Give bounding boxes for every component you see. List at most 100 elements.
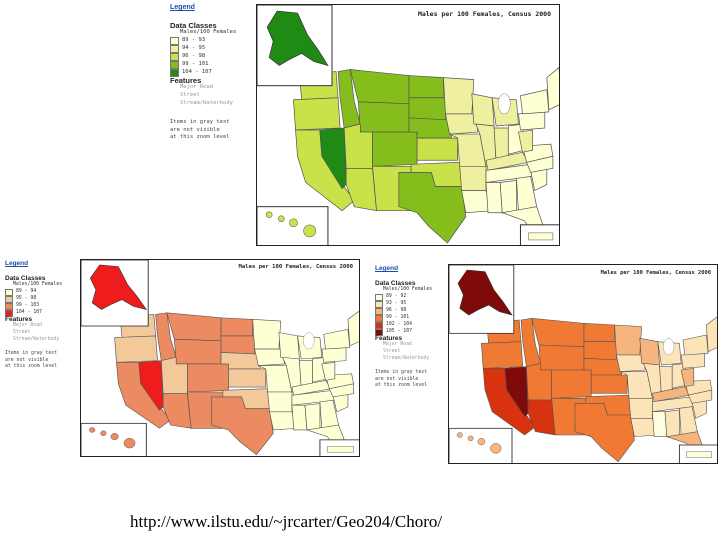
state-ia[interactable] bbox=[616, 354, 646, 372]
data-class-row: 99 - 101 bbox=[170, 60, 258, 69]
data-classes-unit: Males/100 Females bbox=[180, 29, 237, 36]
state-wy[interactable] bbox=[538, 344, 585, 371]
hawaii-island[interactable] bbox=[490, 443, 502, 454]
state-nd[interactable] bbox=[408, 75, 444, 99]
feature-major-road: Major Road bbox=[13, 323, 42, 329]
hawaii-island[interactable] bbox=[278, 215, 285, 223]
state-ak[interactable] bbox=[457, 269, 513, 316]
state-sd[interactable] bbox=[220, 335, 255, 355]
hawaii-island[interactable] bbox=[467, 435, 474, 442]
state-ks[interactable] bbox=[228, 368, 267, 388]
legend-link[interactable]: Legend bbox=[170, 4, 195, 11]
state-tx[interactable] bbox=[574, 403, 635, 463]
hawaii-island[interactable] bbox=[477, 438, 486, 446]
state-nv[interactable] bbox=[504, 366, 529, 418]
state-ks[interactable] bbox=[416, 137, 458, 161]
state-az[interactable] bbox=[345, 167, 377, 212]
state-ms[interactable] bbox=[291, 404, 308, 431]
state-al[interactable] bbox=[499, 180, 517, 214]
state-wi[interactable] bbox=[471, 93, 495, 127]
zoom-note-line-1: Items in gray text bbox=[375, 370, 427, 376]
state-nd[interactable] bbox=[220, 317, 254, 337]
hawaii-island[interactable] bbox=[303, 224, 317, 238]
state-ny[interactable] bbox=[323, 328, 351, 350]
state-ak[interactable] bbox=[89, 264, 148, 310]
state-wv[interactable] bbox=[518, 129, 533, 153]
class-label: 104 - 107 bbox=[16, 309, 42, 315]
territory-pr[interactable] bbox=[686, 451, 713, 458]
hawaii-island[interactable] bbox=[265, 211, 273, 219]
hawaii-island[interactable] bbox=[110, 433, 119, 441]
state-pa[interactable] bbox=[680, 353, 705, 369]
territory-pr[interactable] bbox=[528, 232, 554, 241]
feature-street: Street bbox=[13, 329, 31, 335]
choropleth-map-1[interactable]: Males per 100 Females, Census 2000 bbox=[256, 4, 560, 246]
state-nd[interactable] bbox=[583, 323, 615, 342]
state-ny[interactable] bbox=[520, 89, 550, 115]
state-tx[interactable] bbox=[398, 172, 467, 244]
class-swatch bbox=[375, 314, 383, 322]
state-nv[interactable] bbox=[138, 360, 164, 411]
state-ar[interactable] bbox=[267, 391, 293, 413]
state-ms[interactable] bbox=[485, 182, 503, 214]
state-pa[interactable] bbox=[321, 347, 347, 363]
state-wy[interactable] bbox=[357, 101, 410, 133]
legend-link[interactable]: Legend bbox=[5, 260, 29, 267]
map-panel-1: Legend Data Classes Males/100 Females 89… bbox=[160, 0, 560, 246]
state-or[interactable] bbox=[481, 341, 524, 369]
state-az[interactable] bbox=[527, 399, 556, 436]
state-tx[interactable] bbox=[211, 396, 274, 456]
zoom-note-line-3: at this zoom level bbox=[5, 364, 57, 370]
state-or[interactable] bbox=[114, 335, 158, 363]
state-wv[interactable] bbox=[680, 367, 695, 388]
state-sd[interactable] bbox=[408, 97, 446, 121]
territory-pr[interactable] bbox=[327, 446, 354, 453]
hawaii-island[interactable] bbox=[456, 432, 463, 438]
state-wi[interactable] bbox=[639, 337, 660, 366]
state-mt[interactable] bbox=[531, 318, 585, 347]
hawaii-island[interactable] bbox=[89, 427, 96, 433]
state-mt[interactable] bbox=[349, 69, 410, 105]
state-mt[interactable] bbox=[166, 312, 222, 342]
class-swatch bbox=[375, 321, 383, 329]
state-mn[interactable] bbox=[443, 77, 475, 115]
state-wi[interactable] bbox=[278, 332, 300, 360]
hawaii-island[interactable] bbox=[100, 430, 107, 436]
class-label: 102 - 104 bbox=[386, 321, 412, 327]
state-ak[interactable] bbox=[266, 10, 329, 67]
state-pa[interactable] bbox=[518, 111, 546, 131]
state-ms[interactable] bbox=[652, 411, 668, 437]
state-ne-states[interactable] bbox=[347, 310, 360, 347]
state-az[interactable] bbox=[162, 393, 192, 429]
choropleth-map-2[interactable]: Males per 100 Females, Census 2000 bbox=[80, 259, 360, 457]
state-ar[interactable] bbox=[628, 398, 653, 419]
source-url[interactable]: http://www.ilstu.edu/~jrcarter/Geo204/Ch… bbox=[130, 512, 443, 531]
hawaii-island[interactable] bbox=[123, 437, 136, 449]
state-ne-states[interactable] bbox=[546, 67, 560, 111]
state-ks[interactable] bbox=[590, 374, 628, 394]
data-classes-heading: Data Classes bbox=[170, 20, 217, 30]
legend-link[interactable]: Legend bbox=[375, 265, 399, 272]
data-class-row: 104 - 107 bbox=[5, 309, 81, 317]
data-classes-heading: Data Classes bbox=[375, 279, 416, 287]
state-co[interactable] bbox=[187, 363, 229, 393]
state-sd[interactable] bbox=[583, 341, 617, 361]
state-nv[interactable] bbox=[319, 127, 347, 190]
state-ne-states[interactable] bbox=[706, 316, 718, 353]
choropleth-map-3[interactable]: Males per 100 Females, Census 2000 bbox=[448, 264, 718, 464]
state-al[interactable] bbox=[664, 409, 680, 437]
state-ia[interactable] bbox=[445, 113, 479, 135]
feature-stream: Stream/Waterbody bbox=[383, 355, 430, 361]
state-ia[interactable] bbox=[254, 348, 285, 366]
state-wv[interactable] bbox=[321, 361, 336, 381]
state-al[interactable] bbox=[304, 403, 321, 431]
state-co[interactable] bbox=[551, 369, 592, 399]
state-or[interactable] bbox=[293, 97, 341, 131]
state-ny[interactable] bbox=[682, 334, 709, 356]
state-ar[interactable] bbox=[459, 165, 487, 191]
state-co[interactable] bbox=[372, 131, 418, 167]
state-mn[interactable] bbox=[614, 324, 642, 356]
state-wy[interactable] bbox=[173, 338, 222, 365]
state-mn[interactable] bbox=[252, 319, 282, 350]
hawaii-island[interactable] bbox=[289, 218, 298, 228]
